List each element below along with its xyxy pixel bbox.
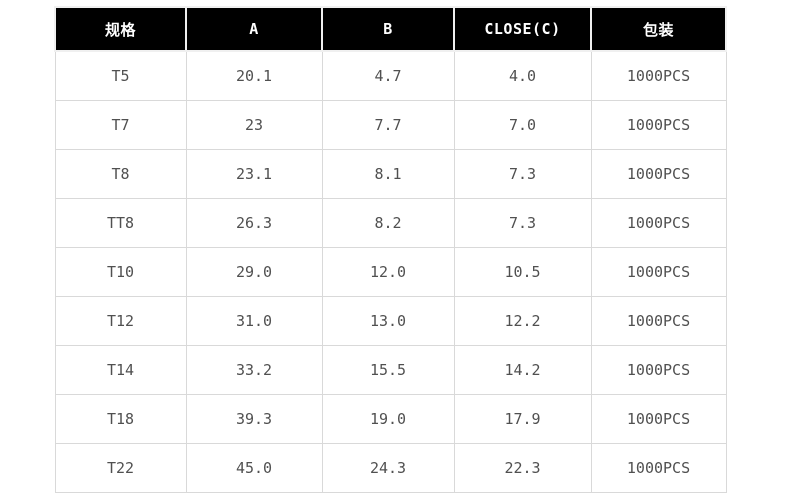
header-cell-packing: 包装 [590,6,727,52]
spec-cell: T14 [54,345,187,395]
table-row: T18 39.3 19.0 17.9 1000PCS [54,394,727,444]
spec-table: 规格 A B CLOSE(C) 包装 T5 20.1 4.7 4.0 1000P… [54,6,727,493]
spec-table-container: 规格 A B CLOSE(C) 包装 T5 20.1 4.7 4.0 1000P… [54,6,727,493]
a-value-cell: 23.1 [185,149,323,199]
close-c-cell: 7.3 [453,149,592,199]
a-value-cell: 29.0 [185,247,323,297]
table-row: T22 45.0 24.3 22.3 1000PCS [54,443,727,493]
header-cell-spec: 规格 [54,6,187,52]
table-row: T10 29.0 12.0 10.5 1000PCS [54,247,727,297]
spec-cell: T10 [54,247,187,297]
spec-cell: T22 [54,443,187,493]
b-value-cell: 4.7 [321,50,455,101]
table-row: T5 20.1 4.7 4.0 1000PCS [54,50,727,101]
packing-cell: 1000PCS [590,100,727,150]
b-value-cell: 12.0 [321,247,455,297]
packing-cell: 1000PCS [590,443,727,493]
spec-cell: T18 [54,394,187,444]
header-cell-a: A [185,6,323,52]
a-value-cell: 31.0 [185,296,323,346]
spec-cell: T5 [54,50,187,101]
packing-cell: 1000PCS [590,247,727,297]
close-c-cell: 7.3 [453,198,592,248]
close-c-cell: 10.5 [453,247,592,297]
packing-cell: 1000PCS [590,394,727,444]
a-value-cell: 23 [185,100,323,150]
spec-cell: TT8 [54,198,187,248]
header-cell-close-c: CLOSE(C) [453,6,592,52]
b-value-cell: 8.1 [321,149,455,199]
b-value-cell: 7.7 [321,100,455,150]
b-value-cell: 8.2 [321,198,455,248]
close-c-cell: 14.2 [453,345,592,395]
close-c-cell: 7.0 [453,100,592,150]
b-value-cell: 24.3 [321,443,455,493]
close-c-cell: 12.2 [453,296,592,346]
close-c-cell: 17.9 [453,394,592,444]
b-value-cell: 19.0 [321,394,455,444]
table-row: T8 23.1 8.1 7.3 1000PCS [54,149,727,199]
close-c-cell: 22.3 [453,443,592,493]
packing-cell: 1000PCS [590,50,727,101]
table-row: T14 33.2 15.5 14.2 1000PCS [54,345,727,395]
a-value-cell: 26.3 [185,198,323,248]
table-row: T7 23 7.7 7.0 1000PCS [54,100,727,150]
table-row: T12 31.0 13.0 12.2 1000PCS [54,296,727,346]
packing-cell: 1000PCS [590,149,727,199]
close-c-cell: 4.0 [453,50,592,101]
a-value-cell: 20.1 [185,50,323,101]
a-value-cell: 45.0 [185,443,323,493]
b-value-cell: 13.0 [321,296,455,346]
header-cell-b: B [321,6,455,52]
packing-cell: 1000PCS [590,296,727,346]
a-value-cell: 39.3 [185,394,323,444]
a-value-cell: 33.2 [185,345,323,395]
packing-cell: 1000PCS [590,198,727,248]
table-row: TT8 26.3 8.2 7.3 1000PCS [54,198,727,248]
spec-cell: T7 [54,100,187,150]
packing-cell: 1000PCS [590,345,727,395]
spec-cell: T12 [54,296,187,346]
b-value-cell: 15.5 [321,345,455,395]
spec-cell: T8 [54,149,187,199]
table-header-row: 规格 A B CLOSE(C) 包装 [54,6,727,52]
